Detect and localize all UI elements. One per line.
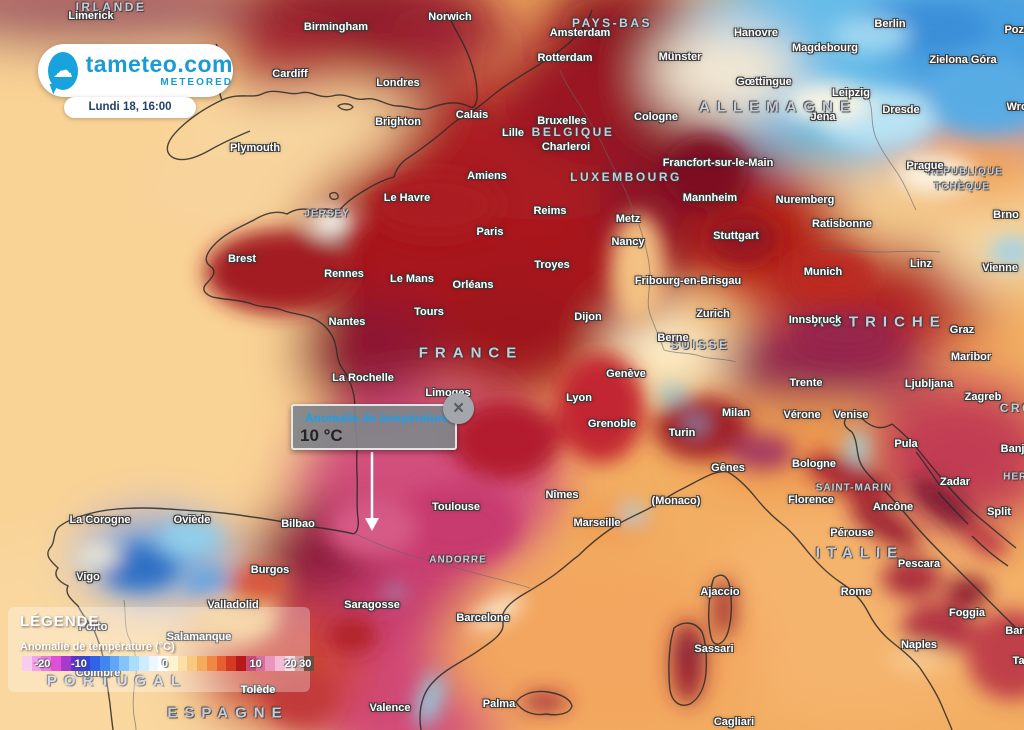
legend-color-segment: [119, 656, 130, 671]
legend-color-segment: [265, 656, 276, 671]
legend-tick-label: -20: [34, 657, 51, 670]
legend-color-segment: [284, 656, 295, 671]
legend-tick-label: 0: [162, 657, 169, 670]
legend-color-segment: [168, 656, 178, 671]
datetime-badge: Lundi 18, 16:00: [64, 97, 196, 118]
anomaly-tooltip: Anomalie de température 10 °C: [291, 404, 457, 450]
legend-color-segment: [275, 656, 285, 671]
legend-color-segment: [148, 656, 159, 671]
tooltip-title: Anomalie de température: [304, 410, 449, 425]
legend-title: LÉGENDE: [20, 613, 100, 630]
legend-tick-label: 10: [249, 657, 262, 670]
legend-color-segment: [206, 656, 217, 671]
legend-color-segment: [31, 656, 42, 671]
legend-color-segment: [41, 656, 52, 671]
legend-color-segment: [187, 656, 198, 671]
legend-color-segment: [216, 656, 227, 671]
legend-color-segment: [22, 656, 32, 671]
tooltip-close-button[interactable]: ×: [443, 393, 474, 424]
legend-color-segment: [177, 656, 188, 671]
legend-color-segment: [129, 656, 139, 671]
legend-tick-label: -10: [70, 657, 87, 670]
legend-color-segment: [236, 656, 246, 671]
legend-color-segment: [226, 656, 237, 671]
logo-text: tameteo.com: [85, 51, 233, 77]
legend-color-segment: [255, 656, 266, 671]
legend-color-segment: [197, 656, 207, 671]
legend-color-segment: [70, 656, 81, 671]
legend-color-segment: [99, 656, 110, 671]
legend-color-segment: [60, 656, 71, 671]
logo-subtext: METEORED: [160, 77, 233, 88]
legend-color-segment: [109, 656, 120, 671]
legend-color-segment: [294, 656, 305, 671]
legend-subtitle: Anomalie de température (°C): [20, 641, 175, 653]
tameteo-logo[interactable]: ☁ tameteo.com METEORED: [38, 44, 233, 97]
tooltip-arrow: [365, 452, 379, 531]
legend-color-segment: [158, 656, 169, 671]
country-borders: [123, 69, 941, 730]
legend-colorbar: -20 -10 0 10 20 30: [22, 656, 315, 671]
legend-color-segment: [245, 656, 256, 671]
anomaly-blobs-detail: [76, 2, 1024, 727]
thermometer-icon: [299, 416, 301, 419]
tooltip-value: 10 °C: [300, 426, 343, 445]
legend-panel: LÉGENDE Anomalie de température (°C) -20…: [8, 607, 315, 692]
legend-color-segment: [138, 656, 149, 671]
legend-color-segment: [90, 656, 100, 671]
legend-tick-label: 20: [284, 657, 297, 670]
legend-color-segment: [304, 656, 315, 671]
legend-color-segment: [80, 656, 91, 671]
legend-tick-label: 30: [299, 657, 312, 670]
legend-color-segment: [51, 656, 61, 671]
tameteo-cloud-icon: ☁: [48, 51, 78, 90]
